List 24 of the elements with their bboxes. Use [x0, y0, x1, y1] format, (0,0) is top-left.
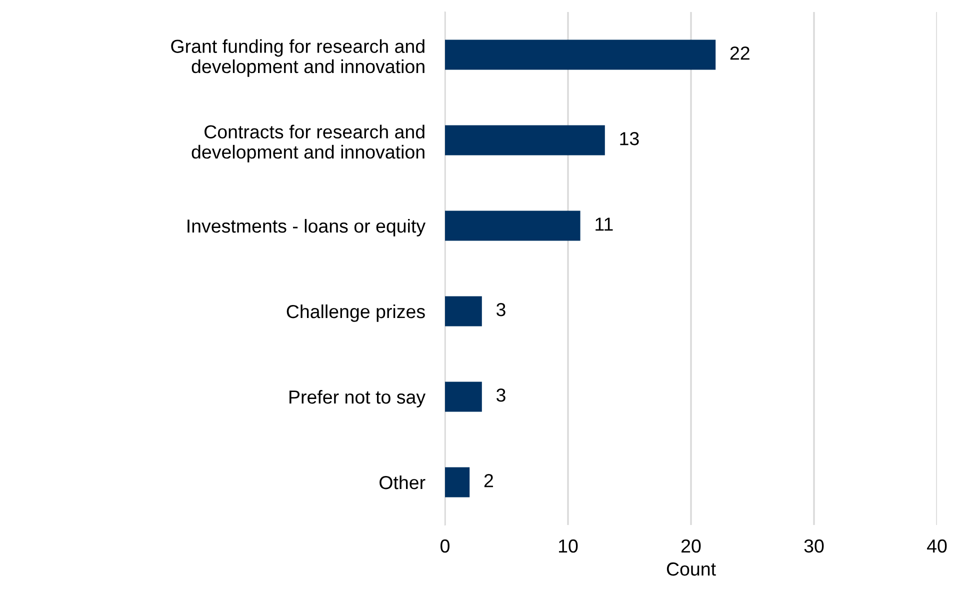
- bar: [445, 125, 605, 156]
- x-axis-title: Count: [666, 562, 716, 576]
- data-label: 13: [620, 132, 639, 146]
- bar: [445, 210, 580, 241]
- data-label: 2: [484, 474, 493, 488]
- x-tick-label: 20: [682, 539, 701, 553]
- data-label: 3: [496, 388, 506, 402]
- y-tick-label: Investments - loans or equity: [188, 218, 426, 236]
- y-tick-label: Prefer not to say: [290, 390, 426, 408]
- y-tick-label: Challenge prizes: [286, 304, 425, 322]
- data-label: 22: [730, 46, 750, 60]
- data-label: 11: [596, 218, 613, 231]
- bar: [445, 467, 470, 498]
- x-tick-label: 30: [804, 539, 824, 553]
- data-label: 3: [496, 303, 506, 316]
- x-tick-label: 40: [927, 539, 947, 553]
- y-tick-label: Contracts for research and development and innovation: [192, 124, 424, 162]
- x-tick-label: 10: [559, 539, 578, 553]
- bar: [445, 40, 716, 70]
- bar: [445, 382, 482, 412]
- y-tick-label: Other: [380, 475, 426, 490]
- x-tick-label: 0: [440, 539, 450, 553]
- bar: [445, 296, 482, 326]
- y-tick-label: Grant funding for research and development and innovation: [171, 39, 424, 77]
